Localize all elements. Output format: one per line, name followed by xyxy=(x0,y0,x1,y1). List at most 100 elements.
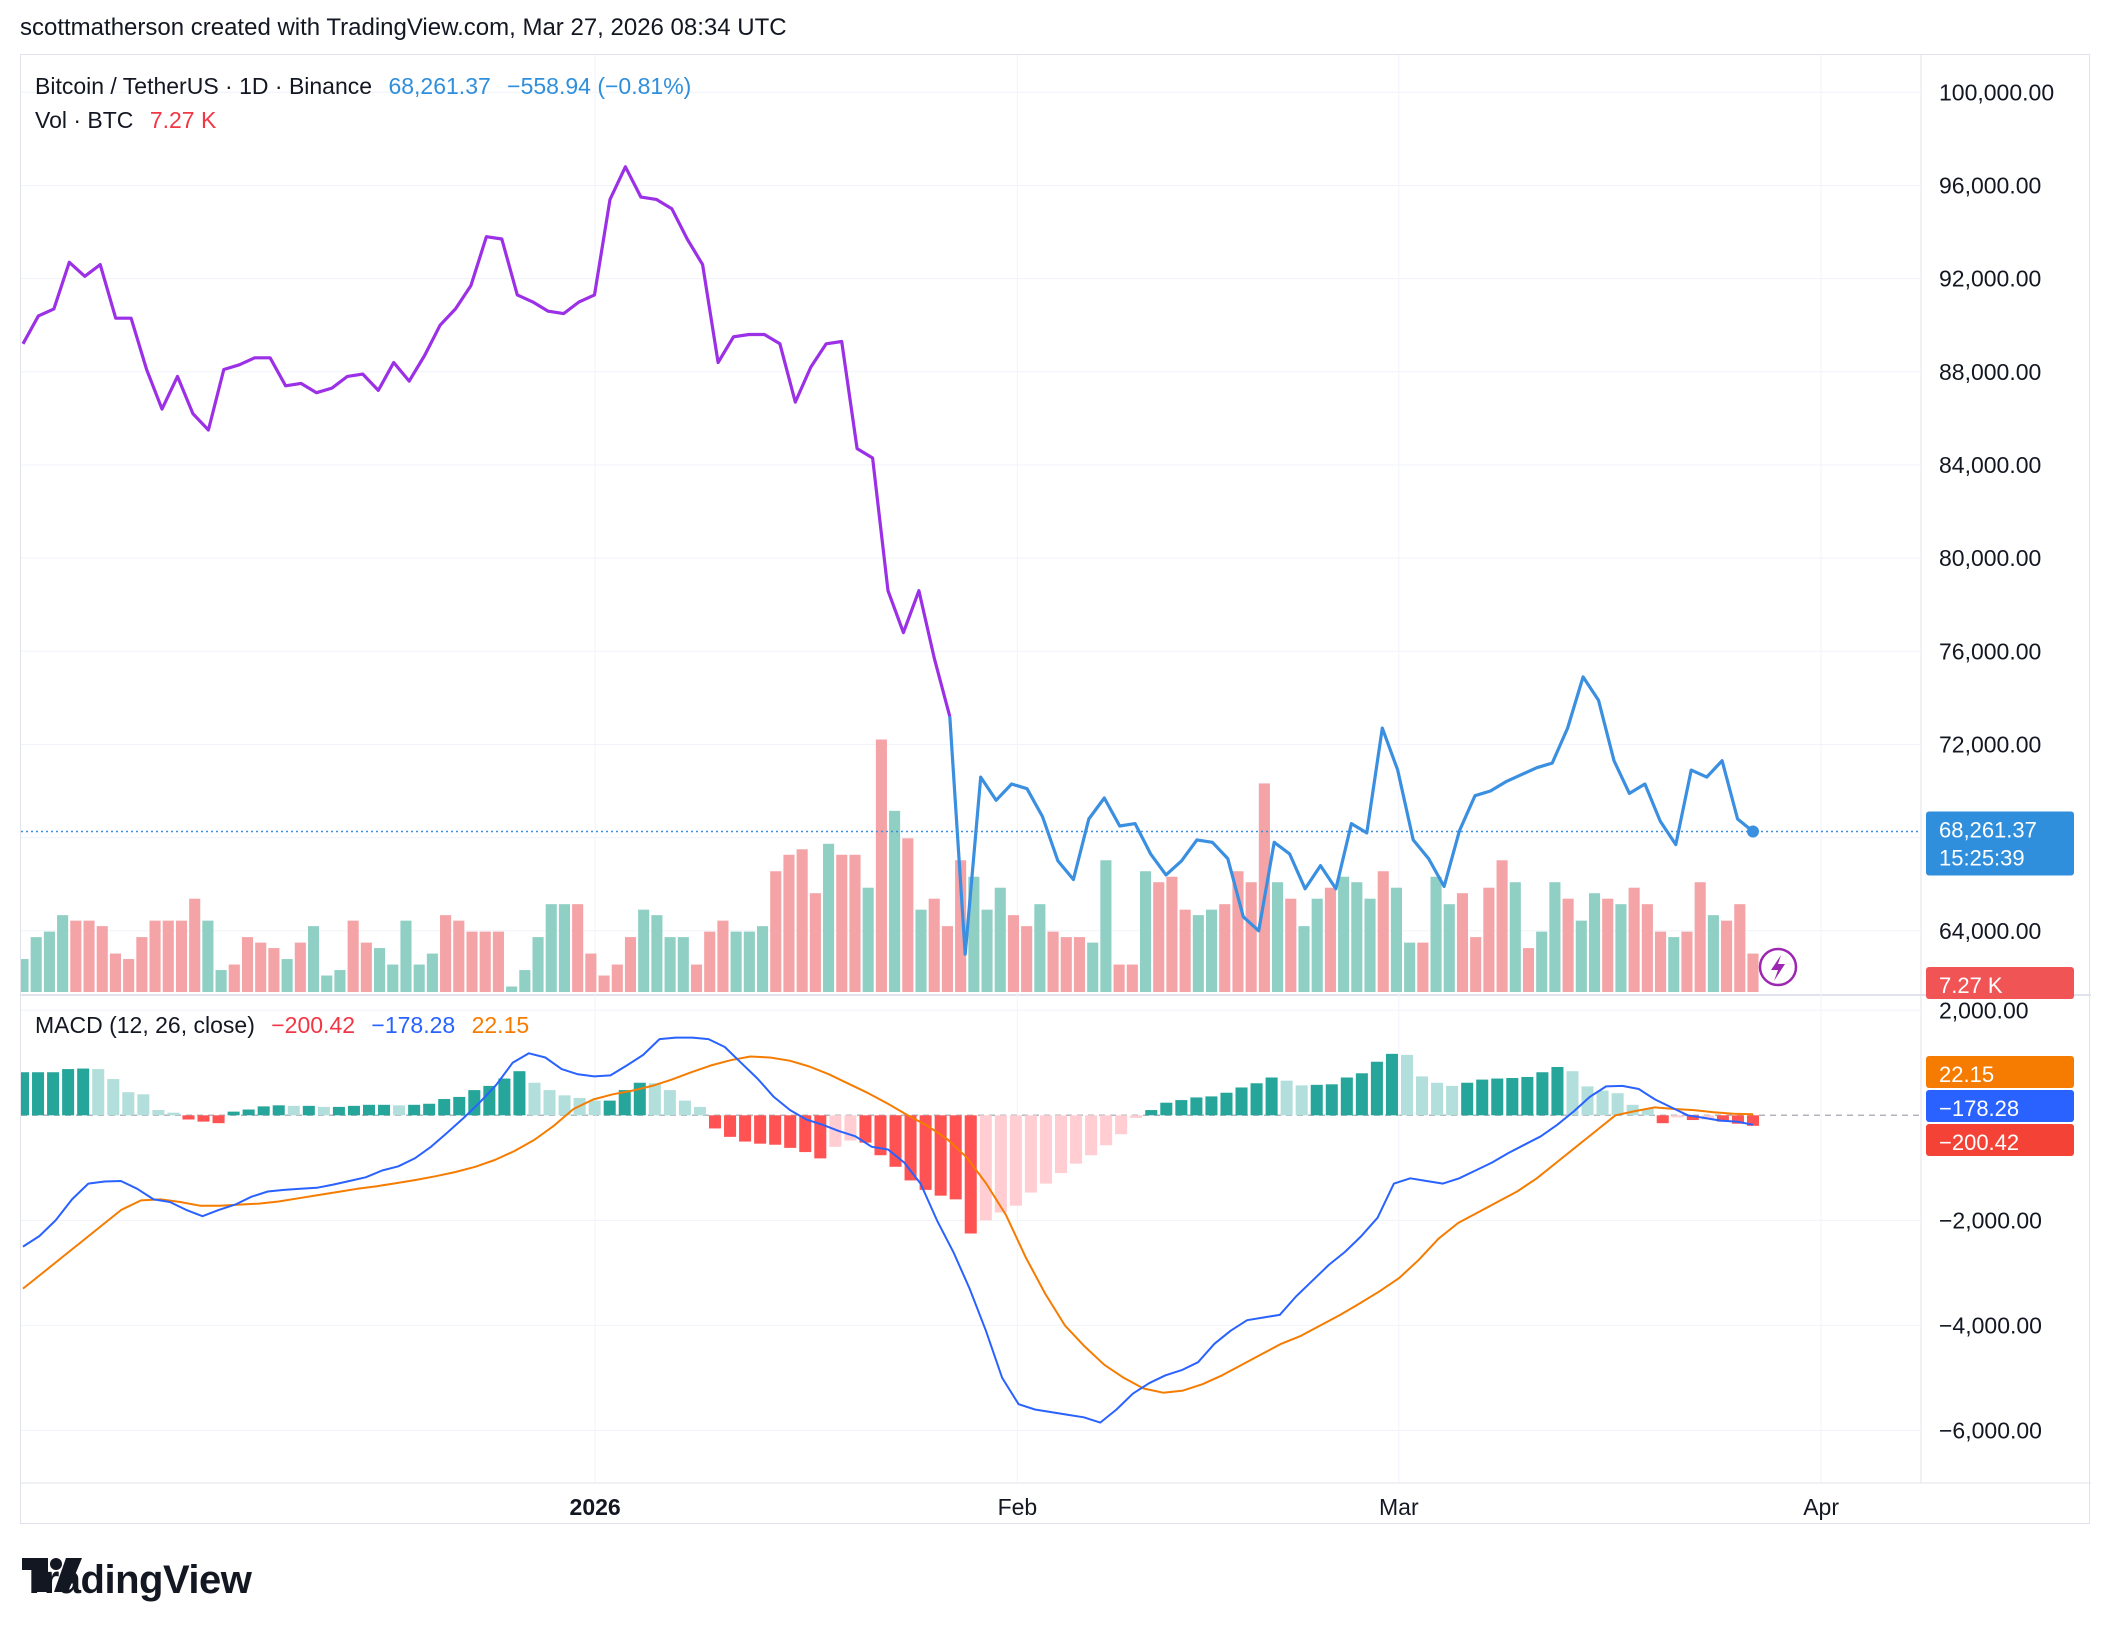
volume-bar xyxy=(109,953,121,992)
volume-bar xyxy=(334,970,346,992)
volume-bar xyxy=(1298,926,1310,992)
volume-bar xyxy=(1443,904,1455,992)
macd-histogram-bar xyxy=(1280,1080,1293,1116)
volume-bar xyxy=(96,926,108,992)
volume-bar xyxy=(1153,882,1165,992)
macd-histogram-bar xyxy=(1566,1071,1579,1116)
price-legend: Bitcoin / TetherUS · 1D · Binance 68,261… xyxy=(35,73,701,100)
macd-histogram-bar xyxy=(964,1115,977,1234)
volume-bar xyxy=(1456,893,1469,992)
macd-histogram-bar xyxy=(1656,1115,1669,1124)
chart-canvas[interactable]: 100,000.00 96,000.00 92,000.00 88,000.00 84,… xyxy=(21,55,2091,1525)
volume-bar xyxy=(21,959,29,992)
macd-histogram-bar xyxy=(994,1115,1007,1213)
volume-bar xyxy=(1166,876,1178,992)
volume-label[interactable]: Vol · BTC xyxy=(35,107,134,133)
volume-bar xyxy=(1285,898,1297,992)
macd-histogram-bar xyxy=(257,1106,270,1116)
macd-histogram-bar xyxy=(423,1103,436,1116)
volume-bar xyxy=(1602,898,1614,992)
macd-label[interactable]: MACD (12, 26, close) xyxy=(35,1012,255,1038)
macd-histogram-bar xyxy=(1130,1115,1143,1118)
macd-histogram-bar xyxy=(528,1082,541,1116)
volume-bar xyxy=(1338,876,1350,992)
grid-lines xyxy=(21,55,2091,1484)
macd-histogram-bar xyxy=(32,1072,45,1116)
macd-tick-label: −4,000.00 xyxy=(1939,1312,2042,1338)
volume-bar xyxy=(123,959,135,992)
volume-bar xyxy=(479,931,491,992)
signal-badge-bg xyxy=(1926,1056,2074,1088)
volume-bar xyxy=(1681,931,1693,992)
volume-bar xyxy=(1655,931,1667,992)
volume-bar xyxy=(1245,882,1257,992)
volume-bar xyxy=(1707,915,1719,992)
volume-bar xyxy=(994,887,1006,992)
lightning-icon xyxy=(1758,947,1798,987)
macd-histogram-bar xyxy=(438,1099,451,1116)
macd-histogram-bar xyxy=(197,1115,210,1122)
histogram-badge-bg xyxy=(1926,1124,2074,1156)
volume-bar xyxy=(756,926,769,992)
signal-badge: 22.15 xyxy=(1926,1056,2074,1088)
macd-histogram-bar xyxy=(1686,1115,1699,1121)
volume-bar xyxy=(70,920,82,992)
macd-histogram-bar xyxy=(378,1104,391,1116)
macd-histogram-bar xyxy=(588,1100,601,1116)
volume-bar xyxy=(941,926,953,992)
volume-bar xyxy=(1179,909,1191,992)
macd-badge: −178.28 xyxy=(1926,1090,2074,1122)
volume-bar xyxy=(796,849,808,992)
macd-histogram-bar xyxy=(272,1105,285,1116)
macd-histogram-bar xyxy=(1220,1092,1233,1116)
price-tick-label: 96,000.00 xyxy=(1939,172,2041,198)
price-tick-label: 76,000.00 xyxy=(1939,638,2041,664)
macd-histogram-bar xyxy=(1400,1054,1414,1116)
volume-bar xyxy=(624,937,637,992)
time-tick-label: Feb xyxy=(998,1494,1038,1520)
macd-histogram-bar xyxy=(784,1115,797,1148)
volume-bar xyxy=(1575,920,1587,992)
volume-bar xyxy=(307,926,320,992)
macd-hist-value: −200.42 xyxy=(271,1012,356,1038)
volume-bar xyxy=(690,964,703,992)
macd-histogram-bar xyxy=(1385,1053,1398,1116)
volume-bar xyxy=(1258,783,1270,992)
volume-bar xyxy=(43,931,55,992)
volume-bar xyxy=(1192,915,1204,992)
volume-bar xyxy=(889,810,901,992)
volume-bar xyxy=(849,854,861,992)
price-line-past xyxy=(21,165,952,717)
macd-histogram-bar xyxy=(122,1092,135,1116)
volume-bar xyxy=(743,931,755,992)
chart-container[interactable]: 100,000.00 96,000.00 92,000.00 88,000.00 84,… xyxy=(20,54,2091,1525)
macd-histogram-bar xyxy=(1085,1115,1098,1156)
volume-bar xyxy=(83,920,95,992)
volume-bar xyxy=(1007,915,1020,992)
volume-bar xyxy=(1721,920,1733,992)
volume-bar xyxy=(598,975,610,992)
macd-histogram-bar xyxy=(362,1104,376,1116)
macd-histogram-bar xyxy=(242,1109,255,1116)
macd-histogram-bar xyxy=(1024,1115,1037,1193)
time-tick-label: Apr xyxy=(1803,1494,1839,1520)
macd-line-value: −178.28 xyxy=(371,1012,456,1038)
brand-footer[interactable]: TradingView xyxy=(22,1558,252,1603)
volume-bar xyxy=(572,904,584,992)
volume-bar xyxy=(1496,860,1508,992)
macd-histogram-bar xyxy=(1446,1085,1459,1116)
volume-bar xyxy=(1390,887,1402,992)
macd-histogram-bar xyxy=(1626,1104,1639,1116)
macd-histogram-bar xyxy=(1145,1110,1158,1116)
macd-histogram-bar xyxy=(1731,1115,1744,1124)
macd-histogram-bar xyxy=(1054,1115,1068,1174)
volume-bar xyxy=(1470,937,1482,992)
symbol-label[interactable]: Bitcoin / TetherUS · 1D · Binance xyxy=(35,73,373,99)
macd-histogram-bar xyxy=(1009,1115,1022,1206)
price-change-value: −558.94 (−0.81%) xyxy=(507,73,692,99)
volume-bar xyxy=(453,920,465,992)
macd-tick-label: 2,000.00 xyxy=(1939,997,2029,1023)
macd-histogram-bar xyxy=(408,1104,421,1116)
volume-bar xyxy=(1668,937,1680,992)
volume-bar xyxy=(1628,887,1640,992)
